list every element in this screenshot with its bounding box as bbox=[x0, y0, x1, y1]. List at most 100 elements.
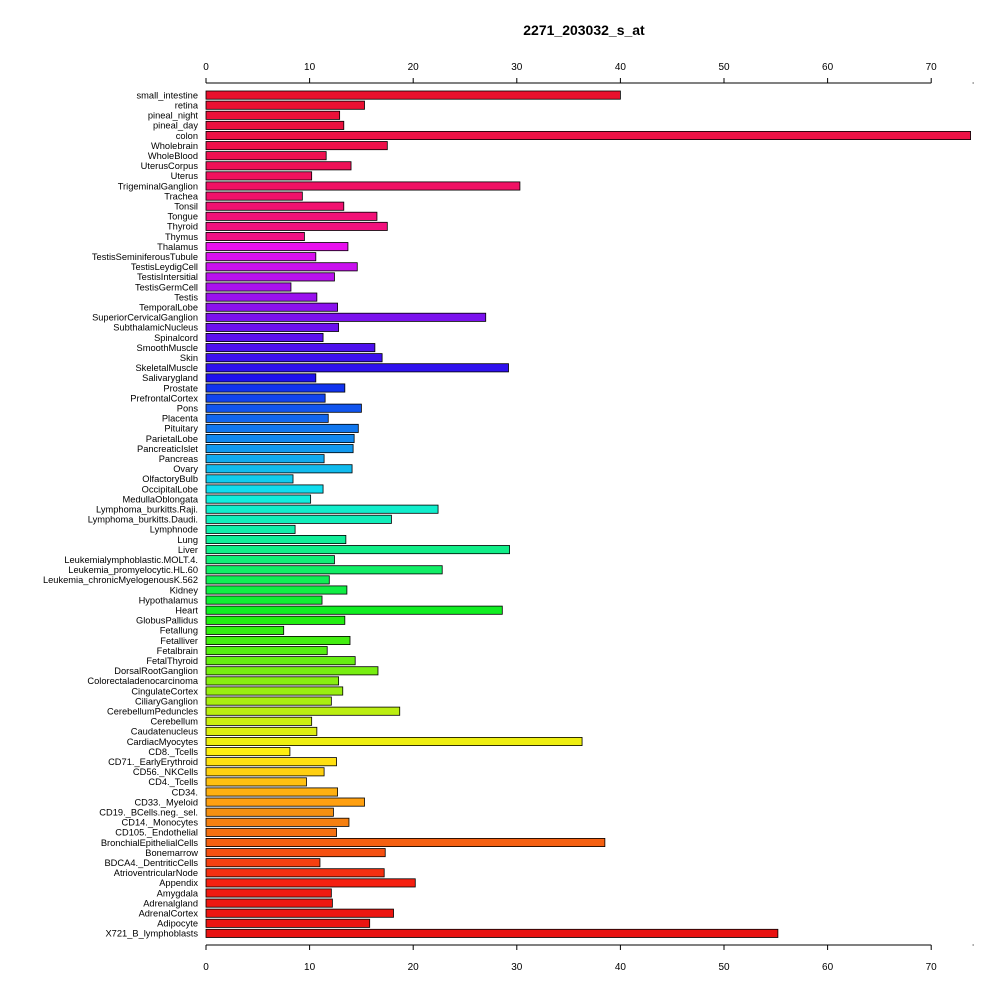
bar bbox=[205, 807, 334, 817]
bar bbox=[205, 737, 583, 747]
bar bbox=[205, 302, 338, 312]
bar bbox=[205, 141, 388, 151]
category-label: CardiacMyocytes bbox=[127, 737, 199, 747]
category-label: Heart bbox=[175, 606, 198, 616]
category-label: CD105._Endothelial bbox=[115, 828, 198, 838]
category-label: CD56._NKCells bbox=[133, 767, 198, 777]
category-label: Skin bbox=[180, 353, 198, 363]
bar bbox=[205, 312, 487, 322]
bar bbox=[205, 615, 346, 625]
bar bbox=[205, 383, 346, 393]
category-label: Appendix bbox=[159, 878, 198, 888]
bar bbox=[205, 332, 324, 342]
category-label: Trachea bbox=[164, 191, 199, 201]
top-axis: 0 10 20 30 40 50 60 70 bbox=[203, 62, 974, 84]
category-label: Wholebrain bbox=[151, 141, 198, 151]
bar bbox=[205, 898, 333, 908]
bottom-tick-label: 60 bbox=[822, 962, 834, 973]
bar bbox=[205, 242, 349, 252]
category-label: Lymphoma_burkitts.Daudi. bbox=[88, 515, 198, 525]
category-label: Caudatenucleus bbox=[131, 727, 199, 737]
bottom-tick-label: 0 bbox=[203, 962, 209, 973]
top-tick-label: 30 bbox=[511, 62, 523, 73]
bar bbox=[205, 797, 365, 807]
bar bbox=[205, 656, 356, 666]
top-tick-label: 0 bbox=[203, 62, 209, 73]
category-label: TestisLeydigCell bbox=[131, 262, 198, 272]
bar bbox=[205, 221, 388, 231]
bar bbox=[205, 120, 345, 130]
bar bbox=[205, 464, 353, 474]
category-label: ParietalLobe bbox=[146, 434, 198, 444]
bar bbox=[205, 403, 362, 413]
category-label: Colorectaladenocarcinoma bbox=[87, 676, 198, 686]
bar bbox=[205, 666, 379, 676]
bottom-axis: 0 10 20 30 40 50 60 70 bbox=[203, 944, 974, 973]
top-tick-label: 60 bbox=[822, 62, 834, 73]
category-label: Ovary bbox=[173, 464, 198, 474]
bar bbox=[205, 413, 329, 423]
category-label: Pancreas bbox=[159, 454, 199, 464]
bar bbox=[205, 868, 385, 878]
category-label: CerebellumPeduncles bbox=[107, 707, 198, 717]
category-label: SkeletalMuscle bbox=[135, 363, 198, 373]
chart-title: 2271_203032_s_at bbox=[523, 22, 645, 38]
category-label: Leukemia_chronicMyelogenousK.562 bbox=[43, 575, 198, 585]
category-label: Thyroid bbox=[167, 222, 198, 232]
bar bbox=[205, 747, 291, 757]
category-label: CD14._Monocytes bbox=[122, 818, 199, 828]
category-label: Kidney bbox=[170, 585, 199, 595]
category-label: OlfactoryBulb bbox=[142, 474, 198, 484]
category-label: Thymus bbox=[165, 232, 198, 242]
category-label: Lymphnode bbox=[150, 525, 198, 535]
bar bbox=[205, 161, 352, 171]
category-label: Cerebellum bbox=[150, 717, 198, 727]
bar bbox=[205, 484, 324, 494]
bar bbox=[205, 605, 503, 615]
bottom-tick-label: 40 bbox=[615, 962, 627, 973]
bar bbox=[205, 585, 348, 595]
category-label: DorsalRootGanglion bbox=[114, 666, 198, 676]
category-label: PancreaticIslet bbox=[137, 444, 198, 454]
bar bbox=[205, 595, 323, 605]
bar bbox=[205, 181, 521, 191]
category-label: CD19._BCells.neg._sel. bbox=[99, 808, 198, 818]
category-label: Lung bbox=[177, 535, 198, 545]
category-label: Fetallung bbox=[160, 626, 198, 636]
bar bbox=[205, 514, 392, 524]
bar bbox=[205, 474, 294, 484]
bar bbox=[205, 231, 305, 241]
category-label: Testis bbox=[174, 292, 198, 302]
category-label: Liver bbox=[178, 545, 198, 555]
category-label: WholeBlood bbox=[148, 151, 198, 161]
bar bbox=[205, 696, 332, 706]
category-label: Adrenalgland bbox=[143, 898, 198, 908]
bar bbox=[205, 555, 335, 565]
bottom-tick-label: 10 bbox=[304, 962, 316, 973]
category-label: MedullaOblongata bbox=[123, 494, 199, 504]
bar bbox=[205, 423, 359, 433]
category-label: CingulateCortex bbox=[131, 686, 198, 696]
category-label: Adipocyte bbox=[157, 919, 198, 929]
category-label: Placenta bbox=[162, 414, 199, 424]
category-label: Tongue bbox=[167, 212, 198, 222]
bar bbox=[205, 343, 376, 353]
bar bbox=[205, 827, 337, 837]
top-tick-label: 70 bbox=[926, 62, 938, 73]
category-labels: small_intestineretinapineal_nightpineal_… bbox=[43, 90, 199, 938]
category-label: UterusCorpus bbox=[141, 161, 199, 171]
category-label: Amygdala bbox=[157, 888, 199, 898]
bar bbox=[205, 100, 365, 110]
category-label: SuperiorCervicalGanglion bbox=[92, 313, 198, 323]
category-label: pineal_day bbox=[153, 121, 198, 131]
category-label: TemporalLobe bbox=[139, 303, 198, 313]
bottom-tick-label: 20 bbox=[408, 962, 420, 973]
category-label: CiliaryGanglion bbox=[135, 696, 198, 706]
category-label: colon bbox=[176, 131, 198, 141]
bar bbox=[205, 353, 383, 363]
category-label: X721_B_lymphoblasts bbox=[105, 929, 198, 939]
bar bbox=[205, 211, 378, 221]
bar bbox=[205, 625, 285, 635]
category-label: Spinalcord bbox=[154, 333, 198, 343]
category-label: CD34. bbox=[172, 787, 198, 797]
